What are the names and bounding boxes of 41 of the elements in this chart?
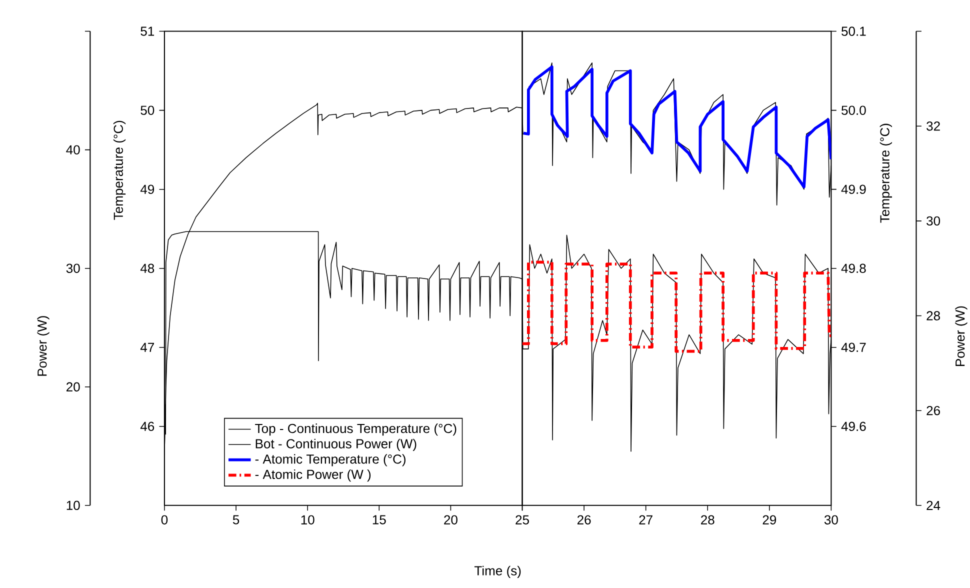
y-tick-label: 49.9 [841, 184, 866, 194]
y2-tick-label: 24 [926, 501, 940, 510]
x-tick-label: 0 [161, 515, 168, 525]
x-axis-title: Time (s) [474, 566, 521, 578]
x-tick-label: 25 [516, 515, 529, 525]
legend-label: Bot - Continuous Power (W) [256, 439, 416, 452]
x-tick-label: 10 [301, 515, 314, 525]
y-axis-title: Temperature (°C) [880, 124, 892, 224]
x-tick-label: 28 [701, 515, 714, 525]
y-tick-label: 50.1 [842, 26, 866, 36]
x-tick-label: 29 [762, 515, 776, 525]
y2-tick-label: 30 [66, 264, 80, 274]
y2-tick-label: 20 [66, 382, 80, 392]
legend-label: - Atomic Power (W ) [255, 470, 371, 482]
y-tick-label: 49 [140, 184, 154, 194]
y-tick-label: 49.8 [841, 264, 866, 274]
y-tick-label: 50.0 [842, 106, 866, 116]
y-tick-label: 49.7 [841, 342, 866, 352]
y-tick-label: 49.6 [841, 422, 866, 432]
y2-tick-label: 10 [66, 501, 80, 510]
y-axis-title: Temperature (°C) [113, 121, 126, 220]
x-tick-label: 30 [824, 515, 838, 525]
y2-axis-title: Power (W) [955, 306, 968, 366]
x-tick-label: 27 [639, 515, 652, 525]
y2-tick-label: 30 [926, 216, 940, 226]
y2-tick-label: 40 [66, 145, 80, 155]
x-tick-label: 20 [444, 515, 458, 525]
y-tick-label: 47 [140, 343, 154, 352]
y2-tick-label: 26 [926, 406, 940, 416]
x-tick-label: 5 [232, 515, 240, 525]
legend-label: Top - Continuous Temperature (°C) [255, 424, 456, 436]
x-tick-label: 26 [577, 515, 591, 525]
y-tick-label: 48 [140, 264, 154, 274]
y-tick-label: 51 [140, 26, 154, 36]
y-tick-label: 50 [140, 106, 154, 116]
x-tick-label: 15 [372, 515, 386, 525]
y2-tick-label: 32 [926, 122, 940, 131]
y2-axis-title: Power (W) [37, 316, 50, 376]
y2-tick-label: 28 [926, 311, 940, 321]
legend-label: - Atomic Temperature (°C) [255, 454, 406, 467]
y-tick-label: 46 [140, 422, 154, 432]
